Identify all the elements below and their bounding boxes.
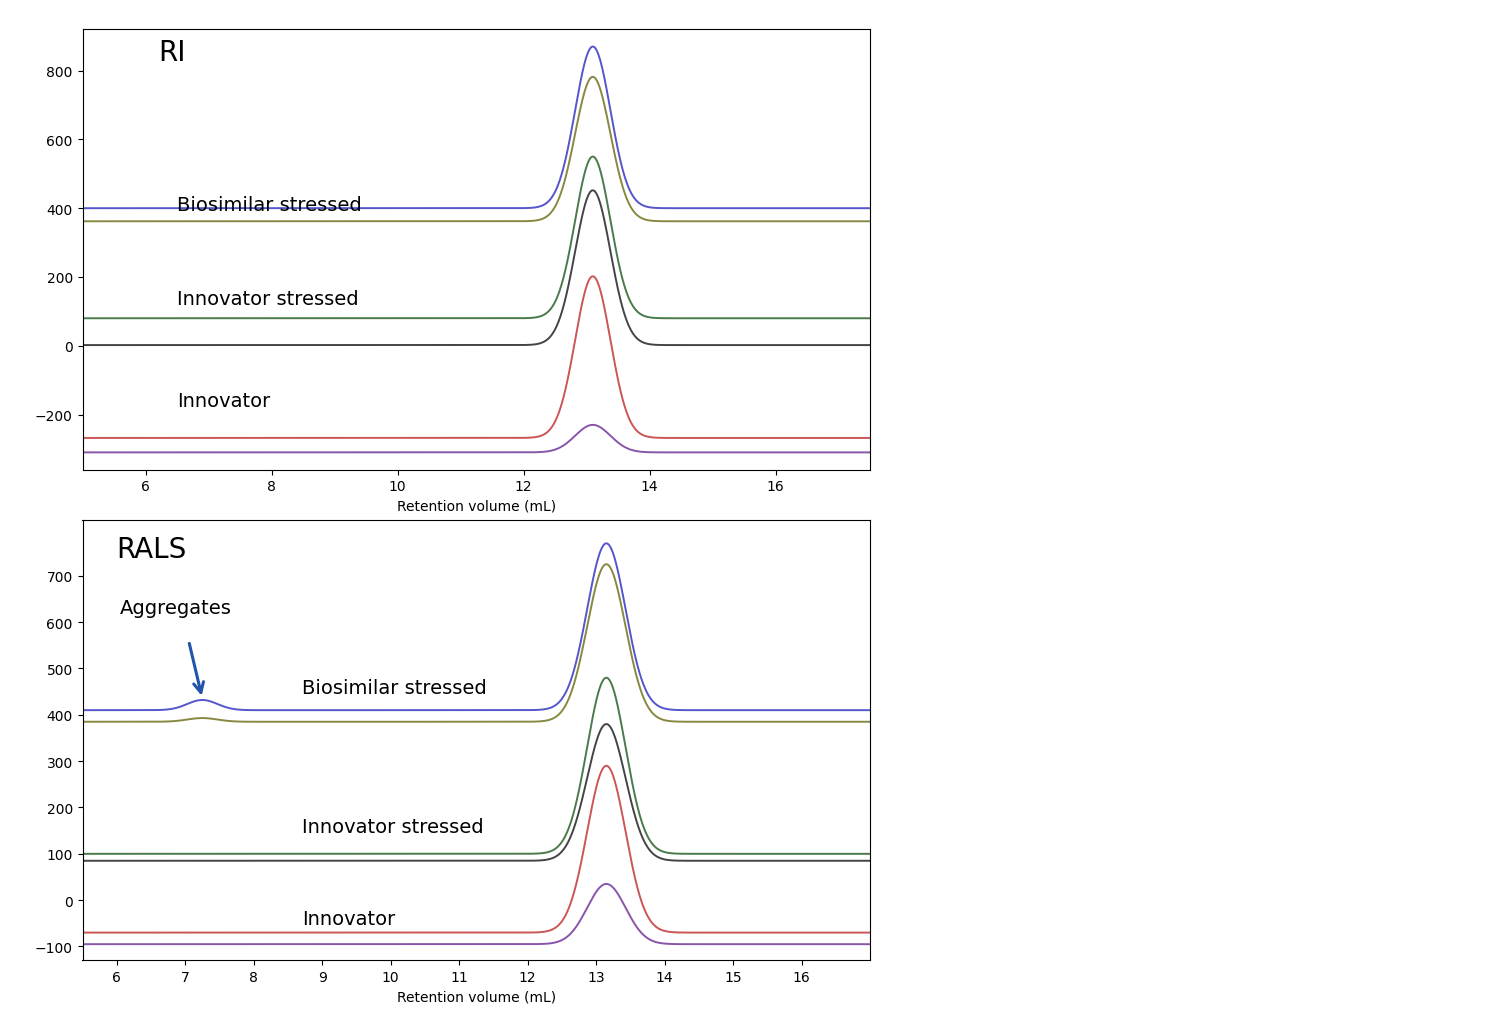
Text: Innovator: Innovator (302, 909, 394, 928)
Text: Innovator stressed: Innovator stressed (177, 290, 358, 309)
Text: Biosimilar stressed: Biosimilar stressed (302, 678, 486, 697)
Text: RALS: RALS (117, 536, 188, 564)
X-axis label: Retention volume (mL): Retention volume (mL) (396, 499, 556, 514)
Text: Aggregates: Aggregates (120, 599, 232, 618)
Text: Innovator: Innovator (177, 391, 270, 410)
Text: Biosimilar stressed: Biosimilar stressed (177, 196, 362, 214)
X-axis label: Retention volume (mL): Retention volume (mL) (396, 990, 556, 1004)
Text: RI: RI (158, 39, 186, 68)
Text: Innovator stressed: Innovator stressed (302, 817, 483, 836)
